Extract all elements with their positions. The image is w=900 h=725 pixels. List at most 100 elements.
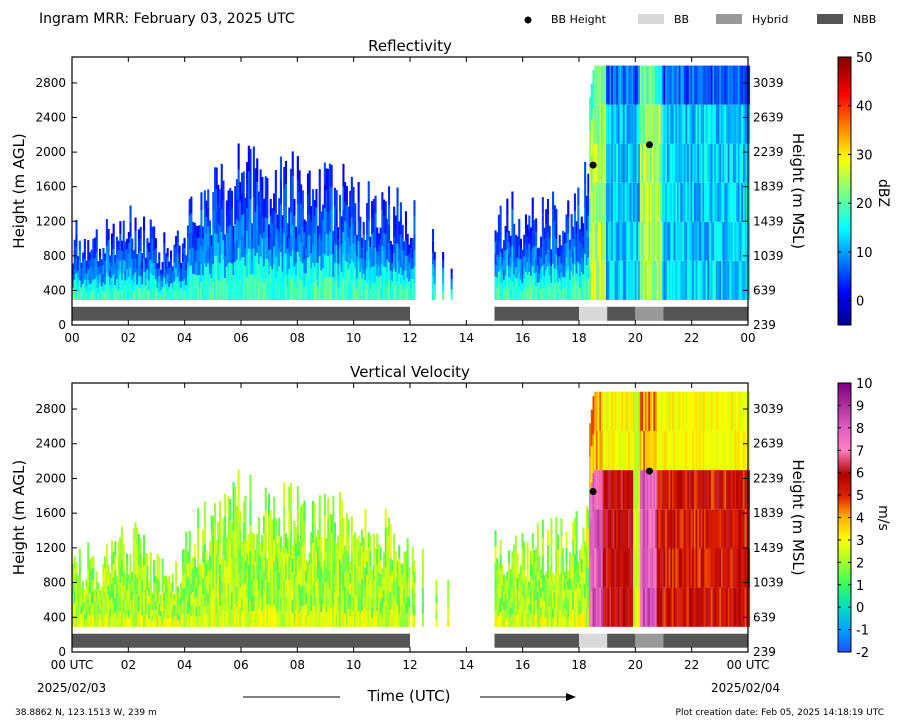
heatmap-cell	[737, 65, 740, 105]
heatmap-cell	[633, 260, 636, 300]
heatmap-cell	[320, 566, 323, 582]
heatmap-cell	[288, 222, 291, 239]
heatmap-cell	[540, 268, 543, 279]
heatmap-cell	[607, 221, 610, 261]
heatmap-cell	[612, 104, 615, 144]
heatmap-cell	[83, 259, 86, 270]
heatmap-cell	[372, 283, 375, 300]
heatmap-cell	[406, 552, 409, 568]
heatmap-cell	[413, 233, 416, 251]
heatmap-cell	[340, 244, 343, 259]
heatmap-cell	[538, 591, 541, 604]
heatmap-cell	[364, 548, 367, 568]
heatmap-cell	[276, 228, 279, 243]
heatmap-cell	[699, 391, 702, 431]
heatmap-cell	[678, 65, 681, 105]
heatmap-cell	[587, 173, 590, 195]
heatmap-cell	[450, 279, 453, 285]
heatmap-cell	[584, 555, 587, 570]
heatmap-cell	[597, 143, 600, 183]
heatmap-cell	[599, 509, 602, 549]
heatmap-cell	[242, 564, 245, 585]
heatmap-cell	[560, 590, 563, 609]
heatmap-cell	[333, 262, 336, 282]
heatmap-cell	[165, 584, 168, 593]
heatmap-cell	[579, 575, 582, 589]
heatmap-cell	[137, 611, 140, 627]
heatmap-cell	[371, 569, 374, 580]
heatmap-cell	[379, 239, 382, 252]
heatmap-cell	[744, 182, 747, 222]
heatmap-cell	[404, 576, 407, 589]
heatmap-cell	[208, 555, 211, 570]
heatmap-cell	[212, 264, 215, 282]
heatmap-cell	[518, 219, 521, 233]
heatmap-cell	[224, 256, 227, 268]
heatmap-cell	[242, 235, 245, 258]
heatmap-cell	[567, 589, 570, 599]
heatmap-cell	[401, 250, 404, 263]
heatmap-cell	[497, 605, 500, 617]
heatmap-cell	[450, 289, 453, 295]
heatmap-cell	[734, 104, 737, 144]
heatmap-cell	[622, 548, 625, 588]
heatmap-cell	[685, 143, 688, 183]
heatmap-cell	[394, 564, 397, 577]
legend-swatch-bb	[638, 14, 664, 24]
heatmap-cell	[322, 268, 325, 284]
y-tick-label-right: 2639	[753, 437, 784, 451]
heatmap-cell	[563, 608, 566, 618]
heatmap-cell	[565, 285, 568, 300]
heatmap-cell	[200, 228, 203, 247]
heatmap-cell	[494, 253, 497, 266]
heatmap-cell	[552, 599, 555, 609]
heatmap-cell	[619, 182, 622, 222]
heatmap-cell	[391, 604, 394, 616]
heatmap-cell	[109, 262, 112, 271]
heatmap-cell	[442, 268, 445, 276]
heatmap-cell	[88, 260, 91, 269]
heatmap-cell	[158, 556, 161, 569]
heatmap-cell	[323, 185, 326, 209]
heatmap-cell	[291, 586, 294, 600]
heatmap-cell	[573, 572, 576, 591]
heatmap-cell	[552, 572, 555, 582]
heatmap-cell	[344, 613, 347, 627]
heatmap-cell	[408, 263, 411, 273]
heatmap-cell	[653, 104, 656, 144]
heatmap-cell	[700, 104, 703, 144]
heatmap-cell	[234, 510, 237, 534]
heatmap-cell	[717, 221, 720, 261]
heatmap-cell	[616, 391, 619, 431]
heatmap-cell	[234, 580, 237, 604]
heatmap-cell	[279, 156, 282, 181]
heatmap-cell	[230, 557, 233, 576]
heatmap-cell	[655, 143, 658, 183]
heatmap-cell	[552, 227, 555, 246]
legend-swatch-hybrid	[716, 14, 742, 24]
heatmap-cell	[628, 430, 631, 471]
heatmap-cell	[374, 573, 377, 588]
heatmap-cell	[388, 224, 391, 244]
heatmap-cell	[381, 617, 384, 627]
heatmap-cell	[166, 265, 169, 274]
heatmap-cell	[619, 470, 622, 510]
heatmap-cell	[212, 571, 215, 590]
heatmap-cell	[619, 391, 622, 431]
heatmap-cell	[616, 430, 619, 471]
heatmap-cell	[550, 536, 553, 555]
heatmap-cell	[296, 580, 299, 604]
heatmap-cell	[611, 587, 614, 627]
heatmap-cell	[739, 430, 742, 471]
heatmap-cell	[367, 595, 370, 612]
heatmap-cell	[607, 430, 610, 471]
heatmap-cell	[704, 143, 707, 183]
heatmap-cell	[161, 604, 164, 616]
heatmap-cell	[721, 221, 724, 261]
heatmap-cell	[293, 573, 296, 592]
heatmap-cell	[611, 470, 614, 510]
heatmap-cell	[665, 65, 668, 105]
heatmap-cell	[183, 289, 186, 300]
heatmap-cell	[354, 203, 357, 220]
heatmap-cell	[524, 271, 527, 286]
